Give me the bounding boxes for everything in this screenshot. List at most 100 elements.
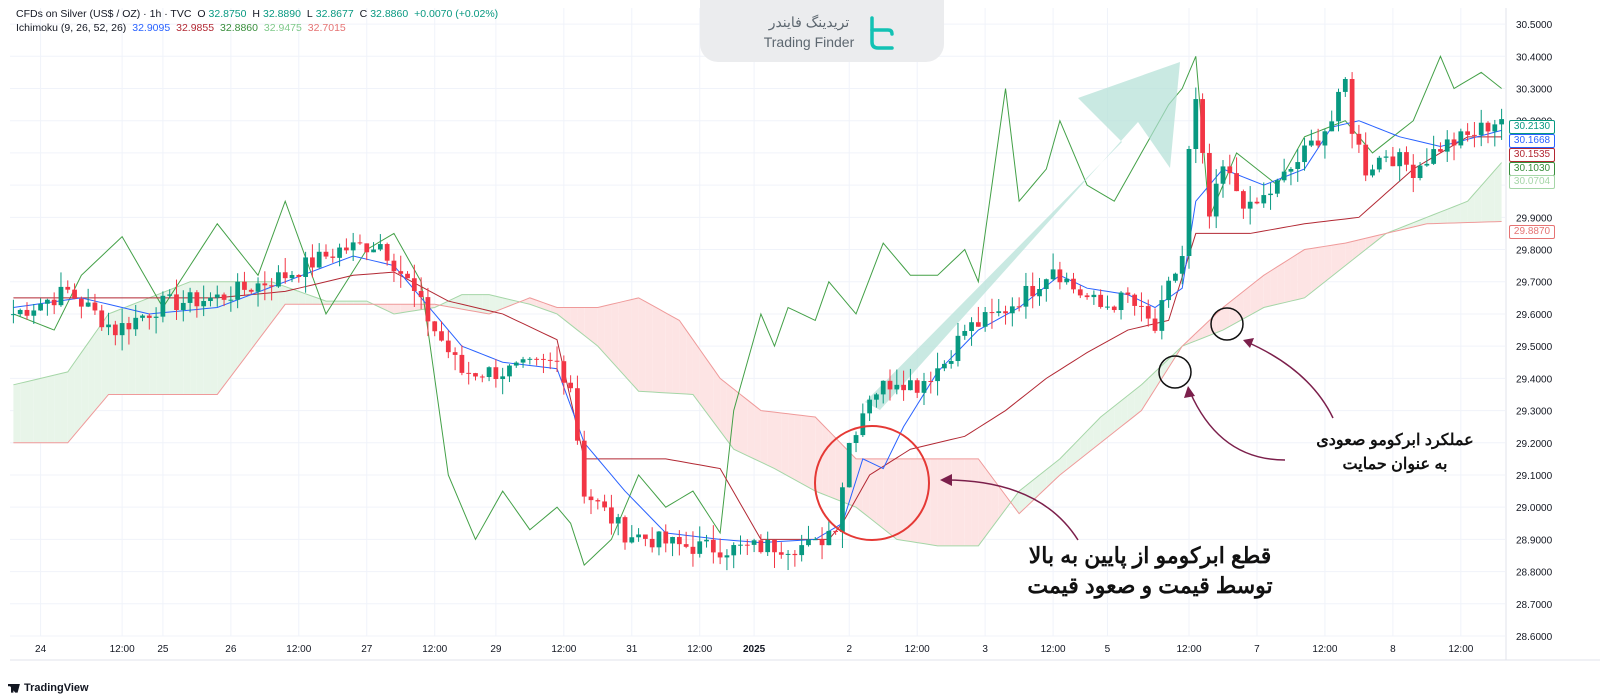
candle-body [330, 256, 336, 258]
kumo-segment [876, 458, 884, 529]
kumo-segment [747, 399, 755, 459]
candle-body [622, 517, 628, 543]
candle-body [704, 539, 709, 542]
tradingview-logo[interactable]: TradingView [8, 682, 89, 694]
kumo-segment [108, 311, 116, 395]
candle-body [153, 316, 159, 318]
candle-body [1302, 145, 1307, 163]
kumo-segment [794, 414, 802, 484]
candle-body [1152, 318, 1158, 331]
candle-body [1220, 166, 1226, 184]
kumo-segment [1488, 170, 1495, 222]
kumo-segment [1352, 239, 1359, 261]
candle-body [221, 294, 227, 300]
time-axis[interactable]: 24 12:00 25 26 12:00 27 12:00 29 12:00 31 12:00 202… [10, 644, 1600, 661]
kijun-sen-line [13, 136, 1502, 540]
kumo-segment [862, 458, 870, 518]
candle-body [846, 442, 852, 488]
candle-body [969, 322, 974, 331]
kumo-segment [142, 297, 150, 395]
candle-body [1478, 122, 1484, 135]
breakout-annotation: قطع ابرکومو از پایین به بالا توسط قیمت و… [1000, 541, 1300, 601]
candle-body [1424, 163, 1430, 166]
candle-body [167, 294, 173, 296]
candle-body [758, 540, 764, 553]
candle-body [1043, 279, 1049, 290]
kumo-segment [699, 349, 707, 413]
kumo-segment [951, 458, 958, 546]
candle-body [744, 544, 750, 546]
kumo-segment [305, 293, 313, 305]
candle-body [853, 435, 859, 443]
kumo-segment [1012, 491, 1020, 514]
kumo-segment [1481, 178, 1489, 223]
kumo-segment [1053, 458, 1060, 482]
kumo-segment [461, 294, 469, 311]
candle-body [214, 294, 220, 298]
candle-body [371, 249, 376, 253]
open-value: 32.8750 [208, 8, 247, 20]
kumo-segment [869, 458, 877, 524]
kumo-segment [917, 458, 924, 544]
candle-body [921, 381, 927, 393]
kumo-segment [176, 284, 184, 395]
kumo-segment [754, 405, 761, 463]
candle-body [1492, 124, 1498, 132]
candle-body [1308, 140, 1314, 146]
candle-body [201, 301, 207, 307]
kumo-segment [672, 316, 680, 394]
candle-body [72, 289, 77, 299]
kumo-segment [706, 359, 714, 422]
price-tick-label: 28.8000 [1516, 568, 1553, 579]
candle-body [962, 330, 968, 336]
candle-body [282, 272, 288, 279]
kumo-segment [1100, 411, 1108, 443]
support-line-1: عملکرد ابرکومو صعودی [1316, 432, 1474, 449]
candle-body [874, 394, 879, 400]
candle-body [1268, 193, 1273, 196]
time-tick-label: 12:00 [905, 644, 930, 655]
time-tick-label: 12:00 [1176, 644, 1201, 655]
kumo-segment [1250, 280, 1257, 316]
kumo-segment [332, 301, 340, 305]
indicator-header[interactable]: Ichimoku (9, 26, 52, 26) 32.9095 32.9855… [16, 22, 349, 34]
kumo-segment [584, 307, 592, 341]
candle-body [683, 544, 689, 547]
candle-body [44, 299, 50, 304]
time-tick-label: 24 [35, 644, 47, 655]
price-axis[interactable]: 30.500030.400030.300030.200030.100030.00… [1505, 8, 1553, 660]
candle-body [636, 534, 641, 538]
kumo-segment [325, 301, 333, 305]
tradingview-logo-icon [8, 683, 20, 693]
candle-body [1451, 139, 1457, 146]
candle-body [1023, 285, 1029, 307]
candle-body [51, 299, 57, 306]
candlesticks [11, 72, 1504, 571]
chart-markers [814, 307, 1334, 541]
chikou-span-line [13, 55, 1502, 567]
candle-body [1030, 285, 1036, 297]
kumo-segment [726, 383, 734, 450]
candle-body [928, 381, 934, 383]
kumo-segment [1148, 371, 1156, 400]
price-tick-label: 29.5000 [1516, 342, 1553, 353]
kumo-segment [930, 458, 938, 546]
price-tick-label: 29.6000 [1516, 310, 1553, 321]
candle-body [119, 323, 125, 336]
kumo-segment [468, 294, 476, 312]
candle-body [1444, 139, 1450, 152]
time-tick-label: 12:00 [551, 644, 576, 655]
candle-body [609, 507, 614, 524]
breakout-line-1: قطع ابرکومو از پایین به بالا [1028, 543, 1272, 568]
candle-body [112, 324, 118, 336]
candle-body [38, 303, 43, 311]
candle-body [1295, 162, 1301, 169]
kumo-segment [1440, 209, 1448, 224]
candle-body [24, 309, 30, 316]
kumo-segment [1460, 201, 1468, 223]
kumo-segment [203, 281, 211, 395]
candle-body [425, 297, 431, 322]
kumo-segment [998, 486, 1006, 519]
candle-body [1105, 306, 1110, 308]
